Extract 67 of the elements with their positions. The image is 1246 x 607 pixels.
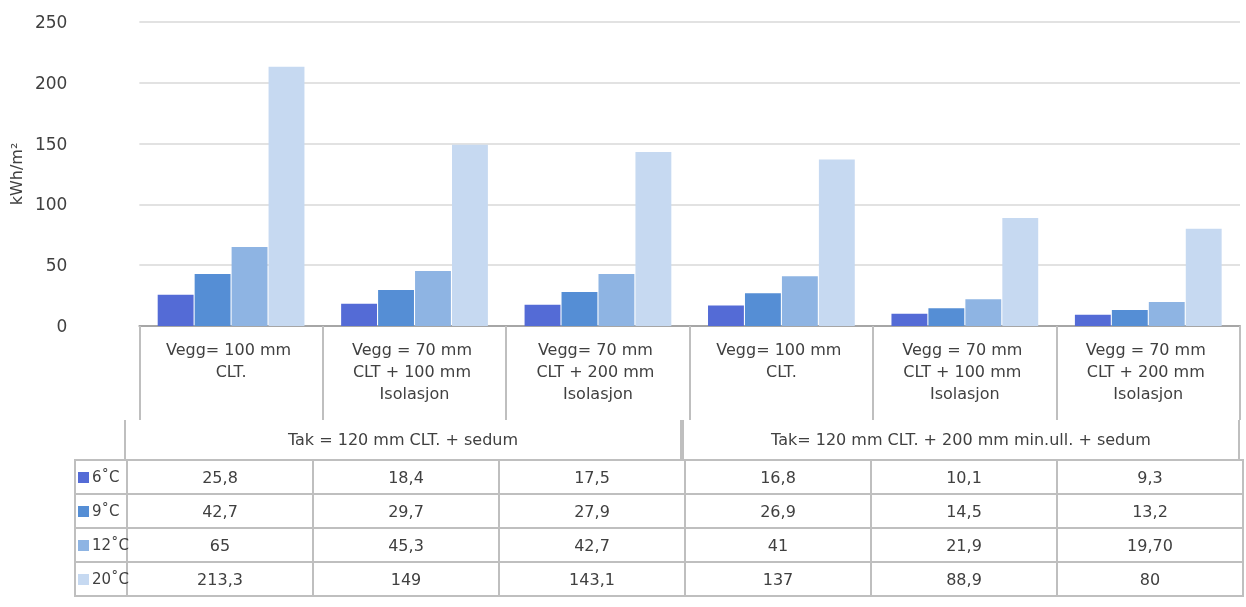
y-tick-label: 150 <box>34 133 68 154</box>
data-label: 45,3 <box>313 528 499 562</box>
bar <box>781 276 818 326</box>
data-label: 26,9 <box>685 494 871 528</box>
legend-label: 12˚C <box>75 528 130 562</box>
bar <box>1074 314 1111 326</box>
legend-label: 20˚C <box>75 562 130 596</box>
legend-label: 9˚C <box>75 494 127 528</box>
bar <box>708 305 744 326</box>
legend-label: 6˚C <box>75 460 127 494</box>
bar <box>415 270 451 326</box>
bar <box>268 66 305 326</box>
text: Tak = 120 mm CLT. + sedum <box>124 420 682 460</box>
x-tick-label: Vegg = 70 mm CLT + 100 mm Isolasjon <box>351 339 478 403</box>
bar <box>231 246 268 326</box>
data-label: 42,7 <box>127 494 313 528</box>
data-label: 25,8 <box>127 460 313 494</box>
data-label: 42,7 <box>499 528 685 562</box>
data-label: 80 <box>1057 562 1243 596</box>
x-tick-label: Vegg= 100 mm CLT. <box>716 339 847 381</box>
x-tick-label: Vegg= 70 mm CLT + 200 mm Isolasjon <box>536 339 660 403</box>
data-label: 18,4 <box>313 460 499 494</box>
data-label: 27,9 <box>499 494 685 528</box>
y-tick-label: 100 <box>34 194 68 215</box>
data-label: 137 <box>685 562 871 596</box>
bar <box>598 274 635 326</box>
bar <box>341 303 378 326</box>
bar <box>891 313 928 326</box>
data-label: 88,9 <box>871 562 1057 596</box>
bar <box>452 144 488 326</box>
bar <box>928 308 965 326</box>
data-label: 41 <box>685 528 871 562</box>
bar <box>1148 302 1185 326</box>
data-label: 14,5 <box>871 494 1057 528</box>
data-label: 149 <box>313 562 499 596</box>
bar <box>1185 228 1222 326</box>
y-tick-label: 200 <box>34 72 68 93</box>
bar <box>561 292 598 326</box>
bar <box>1002 217 1039 326</box>
data-label: 65 <box>209 535 231 555</box>
bar <box>635 151 672 326</box>
data-label: 213,3 <box>197 569 243 589</box>
bar <box>194 274 231 326</box>
data-label: 21,9 <box>871 528 1057 562</box>
x-tick-label: Vegg = 70 mm CLT + 200 mm Isolasjon <box>1085 339 1211 403</box>
y-tick-label: 50 <box>45 255 68 276</box>
data-label: 19,70 <box>1057 528 1243 562</box>
bar <box>524 304 561 326</box>
data-label: 10,1 <box>871 460 1057 494</box>
bar <box>965 299 1002 326</box>
data-label: 29,7 <box>313 494 499 528</box>
data-label: 13,2 <box>1057 494 1243 528</box>
text: Tak= 120 mm CLT. + 200 mm min.ull. + sedum <box>682 420 1240 460</box>
y-tick-label: 0 <box>56 316 68 336</box>
data-label: 17,5 <box>499 460 685 494</box>
x-tick-label: Vegg = 70 mm CLT + 100 mm Isolasjon <box>902 339 1028 403</box>
y-axis-title: kWh/m² <box>6 142 26 206</box>
data-label: 9,3 <box>1057 460 1243 494</box>
data-label: 16,8 <box>685 460 871 494</box>
data-label: 143,1 <box>499 562 685 596</box>
x-tick-label: Vegg= 100 mm CLT. <box>165 339 297 381</box>
bar <box>744 293 781 326</box>
bar <box>157 294 194 326</box>
bar <box>378 289 414 326</box>
y-tick-label: 250 <box>34 12 68 32</box>
bar <box>1111 309 1148 326</box>
bar <box>818 159 855 326</box>
